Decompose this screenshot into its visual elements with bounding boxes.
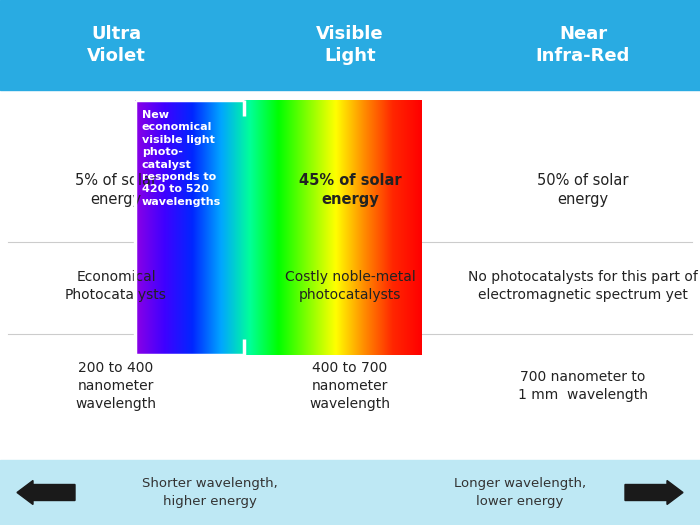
Text: Ultra
Violet: Ultra Violet [87, 25, 146, 66]
Text: Shorter wavelength,
higher energy: Shorter wavelength, higher energy [142, 478, 278, 508]
Text: Longer wavelength,
lower energy: Longer wavelength, lower energy [454, 478, 586, 508]
Text: Visible
Light: Visible Light [316, 25, 384, 66]
Bar [0, 0, 700, 90]
Text: New
economical
visible light
photo-
catalyst
responds to
420 to 520
wavelengths: New economical visible light photo- cata… [142, 110, 221, 207]
Bar [0, 460, 700, 525]
Text: No photocatalysts for this part of
electromagnetic spectrum yet: No photocatalysts for this part of elect… [468, 270, 698, 302]
Text: 50% of solar
energy: 50% of solar energy [538, 173, 629, 207]
Text: 700 nanometer to
1 mm  wavelength: 700 nanometer to 1 mm wavelength [518, 370, 648, 402]
Text: 200 to 400
nanometer
wavelength: 200 to 400 nanometer wavelength [76, 361, 157, 412]
FancyArrow shape [17, 480, 75, 505]
Text: Near
Infra-Red: Near Infra-Red [536, 25, 630, 66]
Text: Economical
Photocatalysts: Economical Photocatalysts [65, 270, 167, 302]
FancyArrow shape [625, 480, 683, 505]
Text: 400 to 700
nanometer
wavelength: 400 to 700 nanometer wavelength [309, 361, 391, 412]
Text: Costly noble-metal
photocatalysts: Costly noble-metal photocatalysts [285, 270, 415, 302]
Text: 45% of solar
energy: 45% of solar energy [299, 173, 401, 207]
Text: 5% of solar
energy: 5% of solar energy [75, 173, 157, 207]
